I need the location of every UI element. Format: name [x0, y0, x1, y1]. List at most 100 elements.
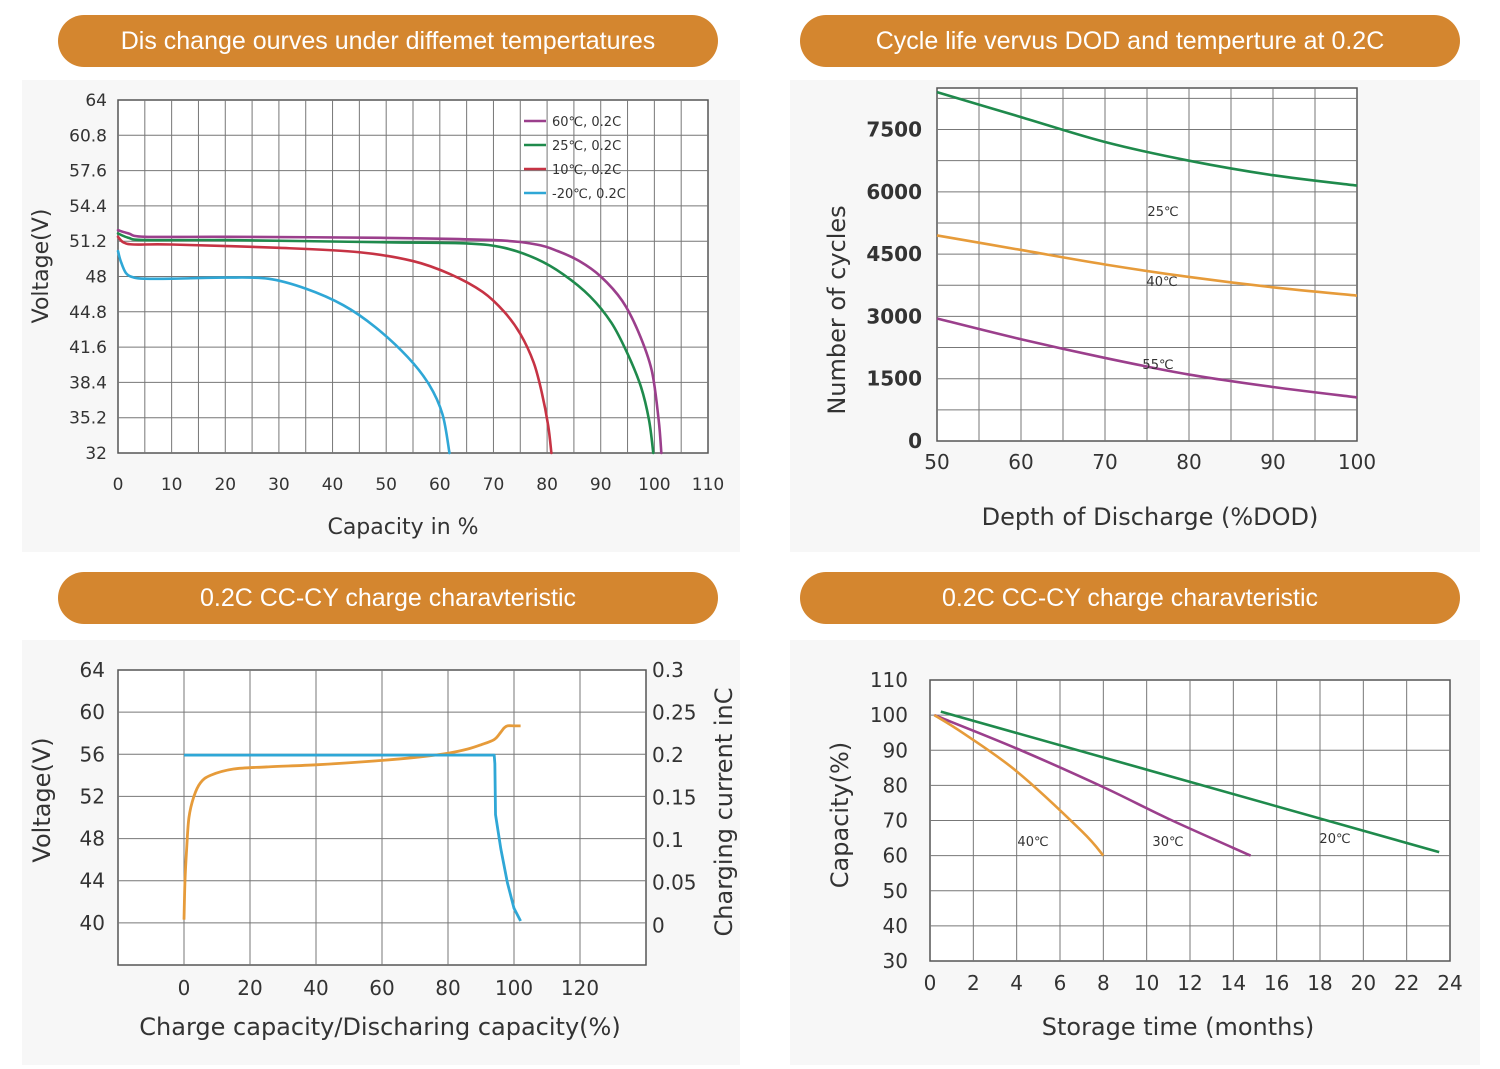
storage-series-line	[933, 714, 1105, 857]
charge-x-tick: 60	[369, 976, 394, 1000]
charge-y2-tick: 0.1	[652, 828, 684, 852]
charge-x-tick: 100	[495, 976, 533, 1000]
discharge-x-label: Capacity in %	[327, 515, 478, 540]
storage-x-tick: 10	[1134, 971, 1159, 995]
discharge-y-tick: 35.2	[69, 409, 107, 429]
discharge-x-tick: 100	[638, 475, 670, 495]
storage-series-line	[933, 713, 1252, 857]
discharge-y-tick: 48	[85, 268, 107, 288]
charge-y2-label: Charging current inC	[710, 688, 738, 937]
discharge-legend-label: -20℃, 0.2C	[552, 187, 626, 202]
cycle-x-tick: 50	[924, 450, 949, 474]
discharge-x-tick: 70	[483, 475, 505, 495]
storage-x-tick: 18	[1307, 971, 1332, 995]
discharge-y-tick: 41.6	[69, 338, 107, 358]
discharge-y-tick: 54.4	[69, 197, 107, 217]
charge-y2-tick: 0.05	[652, 871, 697, 895]
cycle-x-tick: 100	[1338, 450, 1376, 474]
discharge-y-tick: 38.4	[69, 373, 107, 393]
storage-y-tick: 30	[883, 949, 908, 973]
cycle-x-tick: 70	[1092, 450, 1117, 474]
cycle-x-tick: 60	[1008, 450, 1033, 474]
charge-y2-tick: 0.15	[652, 786, 697, 810]
cycle-y-tick: 0	[908, 429, 922, 453]
discharge-series-line	[116, 228, 663, 455]
charge-y2-tick: 0.3	[652, 658, 684, 682]
cycle-series-line	[936, 90, 1358, 187]
storage-y-tick: 80	[883, 773, 908, 797]
storage-y-tick: 40	[883, 914, 908, 938]
discharge-x-tick: 110	[692, 475, 724, 495]
discharge-x-tick: 0	[113, 475, 124, 495]
charge-y-tick: 48	[80, 827, 105, 851]
discharge-x-tick: 20	[214, 475, 236, 495]
cycle-y-tick: 7500	[866, 118, 922, 142]
charge-y-tick: 40	[80, 911, 105, 935]
charge-y2-tick: 0.25	[652, 701, 697, 725]
chart-title-storage: 0.2C CC-CY charge charavteristic	[800, 572, 1460, 624]
charge-x-tick: 0	[178, 976, 191, 1000]
cycle-y-tick: 4500	[866, 242, 922, 266]
charge-x-tick: 20	[237, 976, 262, 1000]
cycle-x-label: Depth of Discharge (%DOD)	[982, 503, 1319, 531]
discharge-y-tick: 60.8	[69, 126, 107, 146]
storage-y-tick: 100	[870, 703, 908, 727]
discharge-x-tick: 50	[375, 475, 397, 495]
storage-x-tick: 16	[1264, 971, 1289, 995]
charge-y-label: Voltage(V)	[28, 737, 56, 862]
charge-y-tick: 56	[80, 742, 105, 766]
discharge-legend-label: 25℃, 0.2C	[552, 139, 621, 154]
discharge-y-tick: 51.2	[69, 232, 107, 252]
storage-y-tick: 60	[883, 844, 908, 868]
discharge-x-tick: 10	[161, 475, 183, 495]
cycle-series-annotation: 40℃	[1146, 275, 1177, 290]
discharge-y-tick: 44.8	[69, 303, 107, 323]
storage-x-tick: 2	[967, 971, 980, 995]
charge-voltage-line	[182, 724, 521, 920]
charge-y-tick: 44	[80, 869, 105, 893]
storage-x-label: Storage time (months)	[1042, 1013, 1315, 1041]
storage-y-tick: 70	[883, 809, 908, 833]
storage-series-annotation: 40℃	[1017, 835, 1048, 850]
discharge-y-tick: 64	[85, 91, 107, 111]
storage-series-annotation: 20℃	[1319, 832, 1350, 847]
charge-current-line	[184, 753, 522, 922]
cycle-series-annotation: 25℃	[1147, 205, 1178, 220]
storage-x-tick: 14	[1221, 971, 1246, 995]
charge-y2-tick: 0	[652, 913, 665, 937]
chart-title-charge: 0.2C CC-CY charge charavteristic	[58, 572, 718, 624]
charge-x-label: Charge capacity/Discharing capacity(%)	[139, 1013, 620, 1041]
storage-x-tick: 6	[1054, 971, 1067, 995]
storage-y-tick: 90	[883, 738, 908, 762]
discharge-x-tick: 40	[322, 475, 344, 495]
cycle-series-annotation: 55℃	[1142, 358, 1173, 373]
charge-y-tick: 52	[80, 784, 105, 808]
storage-x-tick: 24	[1437, 971, 1462, 995]
charge-x-tick: 80	[435, 976, 460, 1000]
charge-x-tick: 40	[303, 976, 328, 1000]
charge-x-tick: 120	[561, 976, 599, 1000]
chart-title-discharge: Dis change ourves under diffemet tempert…	[58, 15, 718, 67]
storage-series-annotation: 30℃	[1152, 835, 1183, 850]
charge-y-tick: 64	[80, 658, 105, 682]
discharge-series-line	[116, 232, 655, 455]
storage-x-tick: 4	[1010, 971, 1023, 995]
discharge-x-tick: 80	[536, 475, 558, 495]
discharge-legend-label: 10℃, 0.2C	[552, 163, 621, 178]
storage-x-tick: 12	[1177, 971, 1202, 995]
cycle-y-label: Number of cycles	[823, 205, 851, 414]
cycle-y-tick: 6000	[866, 180, 922, 204]
chart-title-cycle-life: Cycle life vervus DOD and temperture at …	[800, 15, 1460, 67]
cycle-y-tick: 1500	[866, 367, 922, 391]
cycle-y-tick: 3000	[866, 304, 922, 328]
storage-x-tick: 0	[924, 971, 937, 995]
discharge-x-tick: 30	[268, 475, 290, 495]
cycle-series-line	[936, 317, 1358, 399]
discharge-series-line	[116, 249, 451, 455]
storage-y-label: Capacity(%)	[826, 742, 854, 888]
storage-x-tick: 8	[1097, 971, 1110, 995]
discharge-x-tick: 60	[429, 475, 451, 495]
charge-y-tick: 60	[80, 700, 105, 724]
storage-x-tick: 22	[1394, 971, 1419, 995]
